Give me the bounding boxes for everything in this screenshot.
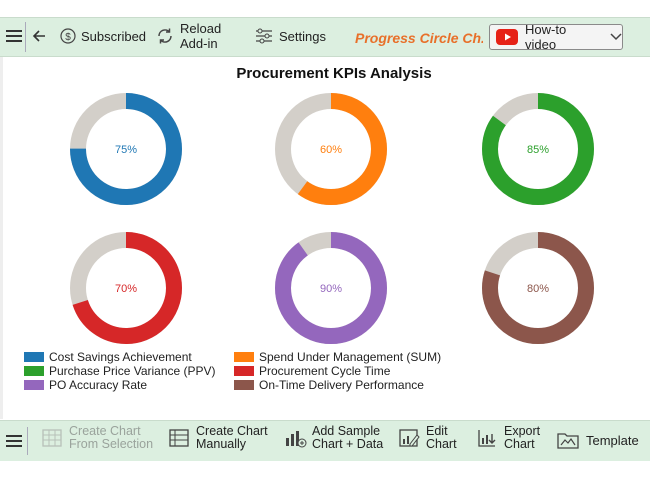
progress-circle-1: 75%	[70, 93, 182, 205]
legend-swatch	[234, 366, 254, 376]
legend-item-on-time-delivery: On-Time Delivery Performance	[234, 378, 424, 392]
legend-label: Cost Savings Achievement	[49, 350, 192, 364]
dollar-icon: $	[60, 28, 76, 44]
legend-label: Spend Under Management (SUM)	[259, 350, 442, 364]
legend-swatch	[24, 352, 44, 362]
bottom-menu-icon[interactable]	[6, 434, 22, 448]
progress-arc	[70, 232, 182, 344]
settings-button[interactable]: Settings	[255, 28, 326, 44]
export-label-2: Chart	[504, 437, 535, 451]
legend-swatch	[24, 380, 44, 390]
create-chart-from-selection-button[interactable]: Create Chart From Selection	[41, 425, 153, 451]
progress-circle-3: 85%	[482, 93, 594, 205]
legend-label: Procurement Cycle Time	[259, 364, 391, 378]
legend-swatch	[234, 380, 254, 390]
progress-circle-2: 60%	[275, 93, 387, 205]
howto-label: How-to video	[525, 22, 567, 52]
top-toolbar: $ Subscribed Reload Add-in Settings Prog…	[0, 17, 650, 57]
progress-circle-5: 90%	[275, 232, 387, 344]
progress-value-label: 85%	[527, 144, 549, 156]
create-manual-label-2: Manually	[196, 437, 247, 451]
subscribed-label: Subscribed	[81, 28, 147, 44]
progress-value-label: 70%	[115, 283, 137, 295]
chart-title: Procurement KPIs Analysis	[236, 65, 432, 82]
table-icon	[41, 427, 63, 449]
template-label: Template	[586, 432, 639, 448]
addin-label: Add-in	[180, 36, 218, 51]
settings-label: Settings	[279, 28, 326, 44]
progress-arc	[482, 232, 594, 344]
progress-arc	[70, 93, 182, 205]
legend-swatch	[24, 366, 44, 376]
legend-item-cost-savings: Cost Savings Achievement	[24, 350, 192, 364]
edit-label-2: Chart	[426, 437, 457, 451]
reload-addin-button[interactable]: Reload Add-in	[156, 21, 221, 51]
reload-label: Reload	[180, 21, 222, 36]
howto-video-dropdown[interactable]: How-to video	[489, 22, 623, 52]
edit-label-1: Edit	[426, 424, 448, 438]
progress-arc	[275, 232, 387, 344]
subscribed-button[interactable]: $ Subscribed	[60, 28, 146, 44]
export-chart-button[interactable]: Export Chart	[476, 425, 540, 451]
add-sample-label-1: Add Sample	[312, 424, 381, 438]
toolbar-divider	[25, 22, 26, 52]
create-manual-label-1: Create Chart	[196, 424, 268, 438]
chevron-down-icon	[610, 33, 622, 41]
progress-value-label: 90%	[320, 283, 342, 295]
edit-chart-button[interactable]: Edit Chart	[398, 425, 457, 451]
legend-label: Purchase Price Variance (PPV)	[49, 364, 216, 378]
legend-label: PO Accuracy Rate	[49, 378, 148, 392]
chart-name-label: Progress Circle Ch...	[355, 30, 483, 46]
legend-swatch	[234, 352, 254, 362]
create-selection-label-2: From Selection	[69, 437, 154, 451]
back-icon[interactable]	[31, 28, 47, 44]
progress-arc	[275, 93, 387, 205]
progress-circle-4: 70%	[70, 232, 182, 344]
export-label-1: Export	[504, 424, 541, 438]
legend-item-po-accuracy: PO Accuracy Rate	[24, 378, 147, 392]
create-selection-label-1: Create Chart	[69, 424, 141, 438]
legend-item-cycle-time: Procurement Cycle Time	[234, 364, 390, 378]
template-button[interactable]: Template	[556, 429, 639, 451]
progress-value-label: 75%	[115, 144, 137, 156]
svg-text:$: $	[65, 32, 71, 43]
edit-chart-icon	[398, 427, 420, 449]
progress-value-label: 80%	[527, 283, 549, 295]
list-table-icon	[168, 427, 190, 449]
bottom-divider	[27, 427, 28, 455]
add-sample-chart-button[interactable]: Add Sample Chart + Data	[283, 425, 383, 451]
sample-chart-icon	[283, 427, 307, 449]
export-chart-icon	[476, 427, 498, 449]
legend-item-spend-under-management: Spend Under Management (SUM)	[234, 350, 441, 364]
legend-item-ppv: Purchase Price Variance (PPV)	[24, 364, 216, 378]
donut-charts: 75% 60% 85% 70% 90% 80%	[70, 93, 594, 344]
add-sample-label-2: Chart + Data	[312, 437, 384, 451]
legend-label: On-Time Delivery Performance	[259, 378, 424, 392]
bottom-toolbar: Create Chart From Selection Create Chart…	[0, 420, 650, 461]
template-icon	[556, 429, 580, 451]
youtube-icon	[496, 29, 518, 45]
refresh-icon	[156, 27, 174, 45]
menu-icon[interactable]	[6, 29, 22, 43]
sliders-icon	[255, 28, 273, 44]
progress-circle-6: 80%	[482, 232, 594, 344]
progress-value-label: 60%	[320, 144, 342, 156]
progress-arc	[482, 93, 594, 205]
create-chart-manually-button[interactable]: Create Chart Manually	[168, 425, 268, 451]
sheet-edge	[0, 57, 3, 419]
